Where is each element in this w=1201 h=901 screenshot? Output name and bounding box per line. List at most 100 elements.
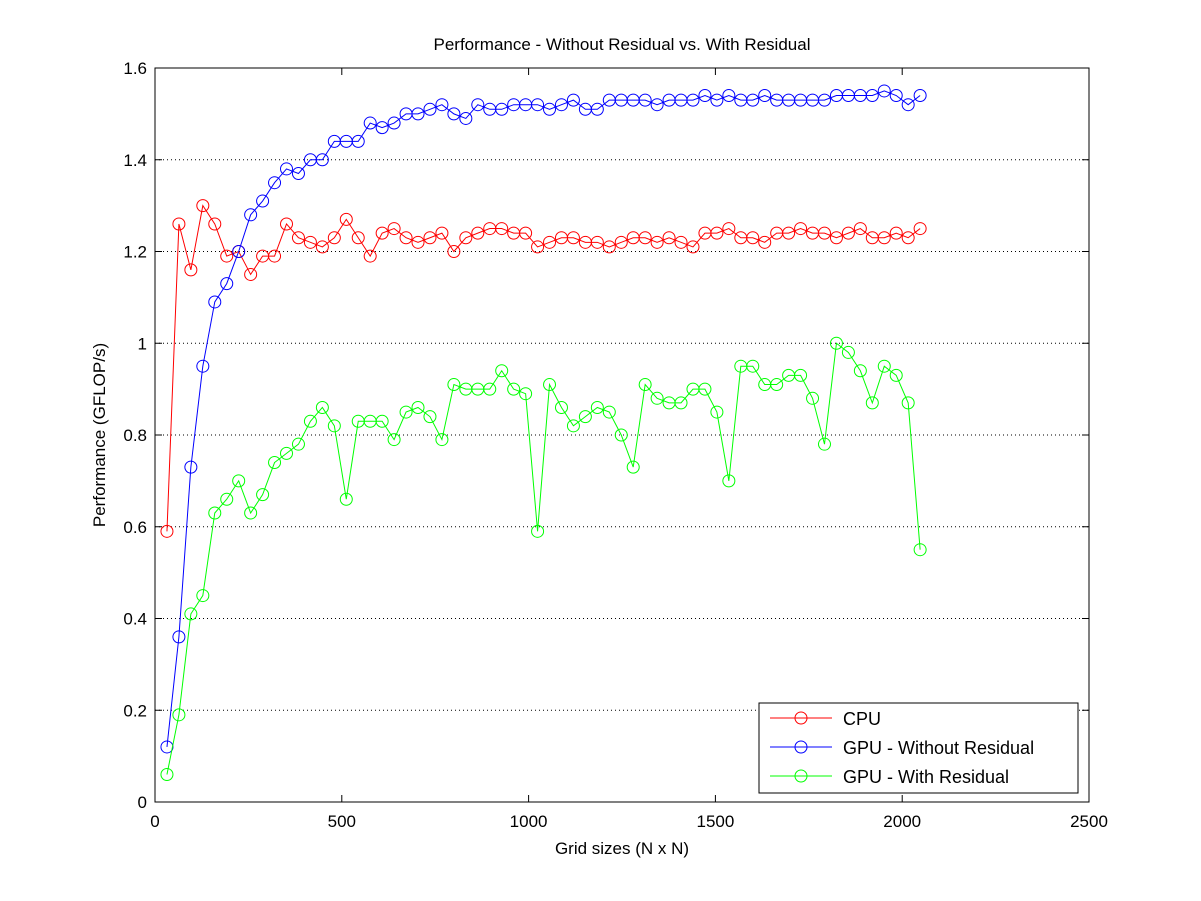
- y-axis-label: Performance (GFLOP/s): [90, 343, 109, 527]
- data-point: [531, 240, 545, 254]
- data-point: [710, 93, 724, 107]
- data-point: [650, 98, 664, 112]
- data-point: [375, 226, 389, 240]
- data-point: [865, 396, 879, 410]
- data-point: [339, 212, 353, 226]
- data-point: [758, 235, 772, 249]
- data-point: [232, 474, 246, 488]
- axis-ticks: 0 0.2 0.4 0.6 0.8 1 1.2 1.4 1.6 0 500 1000 1500 2000 2…: [123, 59, 1108, 831]
- data-point: [184, 263, 198, 277]
- data-point: [531, 98, 545, 112]
- data-point: [387, 433, 401, 447]
- data-point: [244, 267, 258, 281]
- data-point: [543, 378, 557, 392]
- data-point: [913, 222, 927, 236]
- data-point: [196, 589, 210, 603]
- data-point: [208, 295, 222, 309]
- data-point: [280, 446, 294, 460]
- data-point: [686, 240, 700, 254]
- data-point: [208, 217, 222, 231]
- data-point: [208, 506, 222, 520]
- data-point: [722, 222, 736, 236]
- data-point: [172, 217, 186, 231]
- data-point: [841, 345, 855, 359]
- data-point: [913, 543, 927, 557]
- y-tick-label: 1: [138, 334, 147, 353]
- data-point: [327, 419, 341, 433]
- series-2: [160, 336, 927, 781]
- data-point: [256, 194, 270, 208]
- data-point: [447, 245, 461, 258]
- data-point: [889, 368, 903, 382]
- x-tick-label: 2000: [883, 812, 921, 831]
- legend-label: GPU - With Residual: [843, 767, 1009, 787]
- data-point: [220, 492, 234, 506]
- data-point: [303, 414, 317, 428]
- data-point: [782, 226, 796, 240]
- data-point: [794, 222, 808, 236]
- data-point: [495, 222, 509, 236]
- legend-label: GPU - Without Residual: [843, 738, 1034, 758]
- data-point: [746, 359, 760, 373]
- data-point: [303, 235, 317, 249]
- data-point: [519, 226, 533, 240]
- data-point: [435, 98, 449, 112]
- data-point: [232, 245, 246, 258]
- data-point: [853, 222, 867, 236]
- data-point: [327, 231, 341, 245]
- data-point: [423, 102, 437, 116]
- data-point: [829, 336, 843, 350]
- data-point: [722, 474, 736, 488]
- data-point: [375, 414, 389, 428]
- data-point: [160, 524, 174, 538]
- data-point: [184, 460, 198, 474]
- data-point: [483, 382, 497, 396]
- data-point: [662, 231, 676, 245]
- data-point: [519, 387, 533, 401]
- data-point: [459, 111, 473, 125]
- data-point: [291, 167, 305, 181]
- data-point: [244, 506, 258, 520]
- x-tick-label: 1500: [696, 812, 734, 831]
- data-point: [268, 176, 282, 190]
- y-tick-label: 1.6: [123, 59, 147, 78]
- legend: CPU GPU - Without Residual GPU - With Resi…: [758, 702, 1079, 794]
- data-point: [387, 222, 401, 236]
- data-point: [459, 231, 473, 245]
- data-point: [817, 226, 831, 240]
- data-point: [471, 98, 485, 112]
- data-point: [172, 630, 186, 644]
- data-point: [877, 231, 891, 245]
- data-point: [865, 89, 879, 103]
- data-point: [698, 382, 712, 396]
- x-axis-label: Grid sizes (N x N): [555, 839, 689, 858]
- data-point: [590, 400, 604, 414]
- data-point: [650, 391, 664, 405]
- data-point: [495, 102, 509, 116]
- data-point: [375, 121, 389, 135]
- plot-area: [155, 68, 1089, 802]
- data-point: [399, 405, 413, 419]
- data-point: [710, 405, 724, 419]
- data-point: [423, 410, 437, 424]
- data-point: [901, 396, 915, 410]
- y-tick-label: 0.2: [123, 701, 147, 720]
- data-point: [423, 231, 437, 245]
- data-point: [877, 359, 891, 373]
- data-point: [602, 240, 616, 254]
- data-point: [291, 231, 305, 245]
- data-point: [602, 405, 616, 419]
- data-point: [339, 492, 353, 506]
- series-0: [160, 199, 927, 538]
- data-point: [626, 460, 640, 474]
- series-layer: [160, 84, 927, 781]
- data-point: [531, 524, 545, 538]
- data-point: [435, 226, 449, 240]
- data-point: [256, 488, 270, 502]
- data-point: [889, 226, 903, 240]
- chart-title: Performance - Without Residual vs. With …: [434, 35, 811, 54]
- data-point: [291, 437, 305, 451]
- data-point: [507, 382, 521, 396]
- data-point: [411, 107, 425, 121]
- data-point: [889, 89, 903, 103]
